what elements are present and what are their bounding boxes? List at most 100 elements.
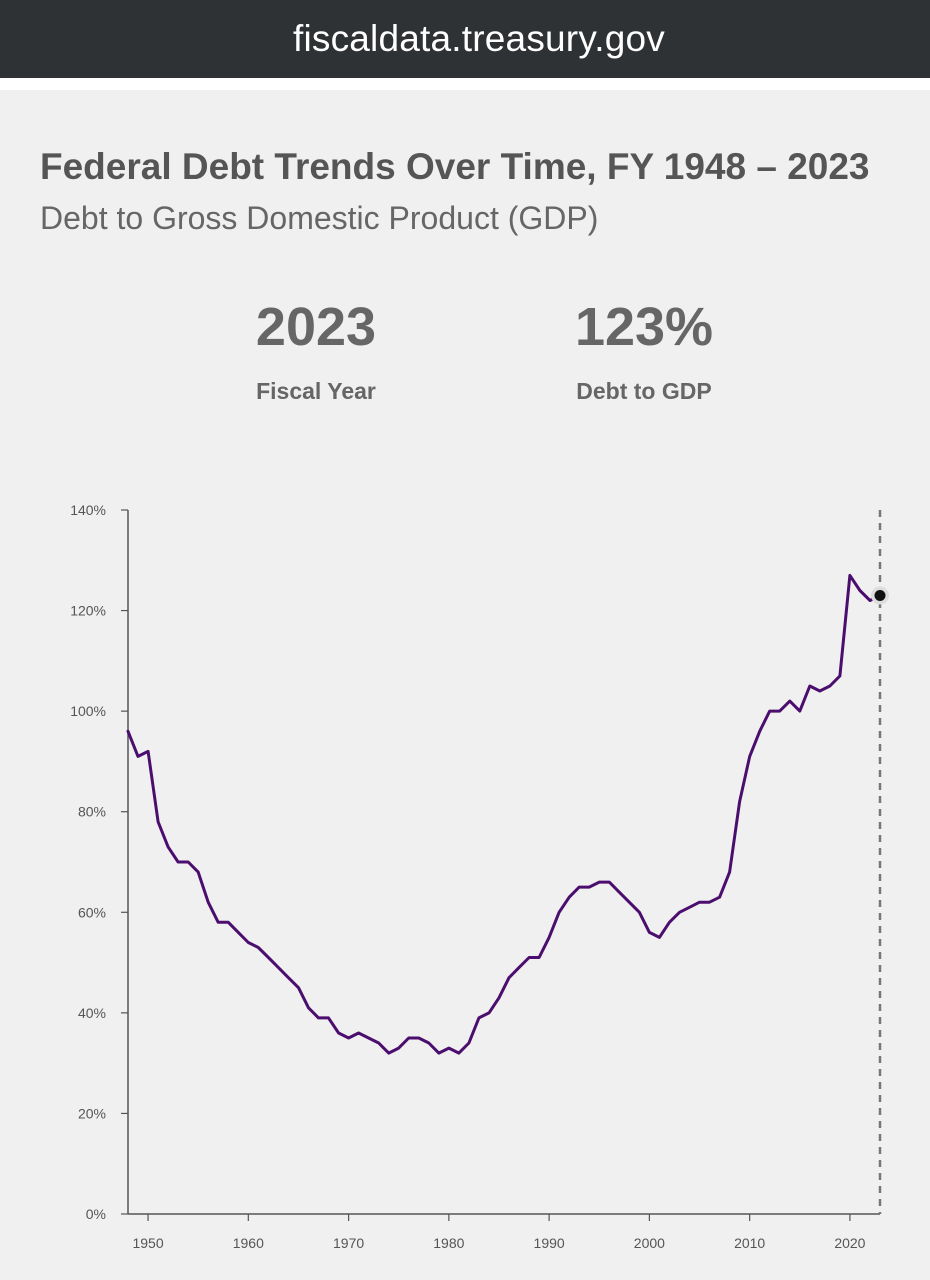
data-point bbox=[738, 800, 741, 803]
data-point bbox=[347, 1037, 350, 1040]
y-tick-label: 0% bbox=[86, 1206, 106, 1222]
data-point bbox=[317, 1016, 320, 1019]
data-point bbox=[808, 685, 811, 688]
debt-to-gdp-label: Debt to GDP bbox=[576, 378, 712, 404]
y-axis: 0% 20% 40% 60% 80% 100% 120% 140% bbox=[70, 502, 129, 1222]
data-point bbox=[467, 1042, 470, 1045]
data-point bbox=[487, 1011, 490, 1014]
data-point bbox=[848, 574, 851, 577]
data-point bbox=[558, 911, 561, 914]
data-point bbox=[187, 861, 190, 864]
data-point bbox=[297, 986, 300, 989]
data-point bbox=[157, 820, 160, 823]
data-point bbox=[608, 881, 611, 884]
data-point bbox=[287, 976, 290, 979]
data-point bbox=[137, 755, 140, 758]
data-point bbox=[798, 710, 801, 713]
data-point bbox=[788, 700, 791, 703]
url-text[interactable]: fiscaldata.treasury.gov bbox=[292, 18, 666, 59]
data-point bbox=[197, 871, 200, 874]
data-point bbox=[217, 921, 220, 924]
data-point bbox=[728, 871, 731, 874]
x-tick-label: 1960 bbox=[233, 1235, 264, 1251]
x-tick-label: 1970 bbox=[333, 1235, 364, 1251]
data-point bbox=[307, 1006, 310, 1009]
browser-address-bar[interactable]: fiscaldata.treasury.gov bbox=[0, 0, 930, 78]
data-point bbox=[437, 1052, 440, 1055]
page-title: Federal Debt Trends Over Time, FY 1948 –… bbox=[40, 146, 870, 187]
x-tick-label: 2010 bbox=[734, 1235, 765, 1251]
y-tick-label: 80% bbox=[78, 804, 106, 820]
x-tick-label: 1980 bbox=[433, 1235, 464, 1251]
data-point bbox=[768, 710, 771, 713]
data-point bbox=[628, 901, 631, 904]
debt-to-gdp-value: 123% bbox=[574, 297, 714, 357]
debt-to-gdp-line-chart[interactable]: 0%20%40%60%80%100%120%140% 1950 1960 1970 1… bbox=[0, 480, 930, 1280]
data-point bbox=[147, 750, 150, 753]
data-point bbox=[447, 1047, 450, 1050]
data-point bbox=[778, 710, 781, 713]
y-tick-label: 60% bbox=[78, 904, 106, 920]
data-point bbox=[688, 906, 691, 909]
x-tick-label: 2020 bbox=[834, 1235, 865, 1251]
data-point bbox=[838, 674, 841, 677]
y-tick-label: 140% bbox=[70, 502, 106, 518]
data-point bbox=[367, 1037, 370, 1040]
data-point bbox=[337, 1031, 340, 1034]
data-point bbox=[497, 996, 500, 999]
fiscal-year-stat: 2023 Fiscal Year bbox=[196, 292, 436, 405]
page-subtitle: Debt to Gross Domestic Product (GDP) bbox=[40, 200, 599, 236]
data-point bbox=[578, 886, 581, 889]
data-point bbox=[638, 911, 641, 914]
data-point bbox=[417, 1037, 420, 1040]
data-point bbox=[377, 1042, 380, 1045]
data-point bbox=[207, 901, 210, 904]
data-point bbox=[858, 589, 861, 592]
chart-series bbox=[126, 573, 882, 1055]
y-tick-label: 100% bbox=[70, 703, 106, 719]
data-point bbox=[477, 1016, 480, 1019]
highlight-marker bbox=[874, 589, 886, 601]
data-point bbox=[718, 896, 721, 899]
data-point bbox=[508, 976, 511, 979]
chart-highlight[interactable] bbox=[871, 510, 889, 1214]
data-point bbox=[327, 1016, 330, 1019]
data-point bbox=[618, 891, 621, 894]
x-tick-label: 2000 bbox=[634, 1235, 665, 1251]
y-tick-label: 40% bbox=[78, 1005, 106, 1021]
data-point bbox=[167, 845, 170, 848]
data-point bbox=[427, 1042, 430, 1045]
data-point bbox=[568, 896, 571, 899]
data-point bbox=[598, 881, 601, 884]
data-point bbox=[818, 690, 821, 693]
data-point bbox=[457, 1052, 460, 1055]
data-point bbox=[397, 1047, 400, 1050]
data-point bbox=[177, 861, 180, 864]
data-point bbox=[357, 1031, 360, 1034]
data-point bbox=[407, 1037, 410, 1040]
data-point bbox=[237, 931, 240, 934]
data-point bbox=[528, 956, 531, 959]
data-point bbox=[518, 966, 521, 969]
data-point bbox=[127, 730, 130, 733]
data-point bbox=[247, 941, 250, 944]
x-tick-label: 1950 bbox=[132, 1235, 163, 1251]
debt-to-gdp-stat: 123% Debt to GDP bbox=[524, 292, 764, 405]
data-point bbox=[548, 936, 551, 939]
data-point bbox=[227, 921, 230, 924]
x-tick-label: 1990 bbox=[534, 1235, 565, 1251]
x-axis: 1950 1960 1970 1980 1990 2000 2010 2020 bbox=[128, 1213, 880, 1251]
data-point bbox=[868, 599, 871, 602]
data-point bbox=[257, 946, 260, 949]
data-point bbox=[277, 966, 280, 969]
y-tick-label: 20% bbox=[78, 1105, 106, 1121]
data-point bbox=[267, 956, 270, 959]
series-line-debt-to-gdp bbox=[126, 573, 882, 1055]
data-point bbox=[698, 901, 701, 904]
data-point bbox=[668, 921, 671, 924]
data-point bbox=[708, 901, 711, 904]
data-point bbox=[658, 936, 661, 939]
data-point bbox=[387, 1052, 390, 1055]
address-bar-divider bbox=[0, 78, 930, 90]
data-point bbox=[648, 931, 651, 934]
